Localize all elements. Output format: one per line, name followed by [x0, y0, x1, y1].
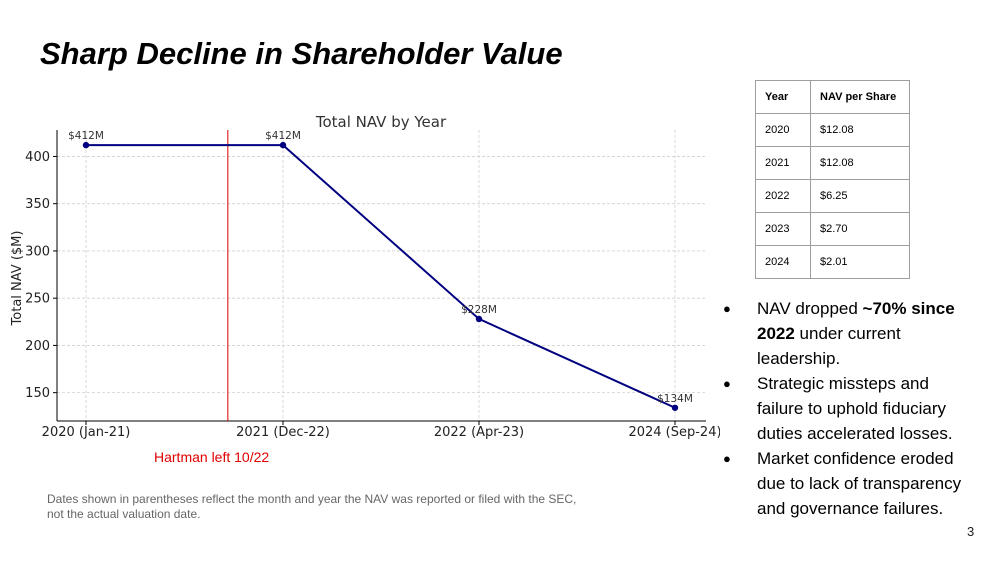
data-label: $412M: [68, 130, 104, 142]
x-tick-label: 2024 (Sep-24): [628, 425, 720, 440]
cell-year: 2024: [756, 246, 811, 279]
nav-series-line: [86, 145, 675, 408]
bullet-missteps: ● Strategic missteps and failure to upho…: [721, 371, 973, 446]
col-header-year: Year: [756, 81, 811, 114]
chart-title: Total NAV by Year: [315, 113, 447, 131]
cell-nav: $12.08: [811, 147, 910, 180]
bullet-nav-drop: ● NAV dropped ~70% since 2022 under curr…: [721, 296, 973, 371]
data-points: $412M $412M $228M $134M: [68, 130, 693, 411]
bullet-text: NAV dropped: [757, 299, 863, 318]
data-point: [672, 405, 678, 411]
cell-year: 2020: [756, 114, 811, 147]
y-tick-label: 150: [25, 386, 50, 401]
data-label: $412M: [265, 130, 301, 142]
y-tick-label: 250: [25, 292, 50, 307]
bullet-confidence: ● Market confidence eroded due to lack o…: [721, 446, 973, 521]
table-row: 2022 $6.25: [756, 180, 910, 213]
cell-nav: $2.70: [811, 213, 910, 246]
table-header-row: Year NAV per Share: [756, 81, 910, 114]
bullet-text: Market confidence eroded due to lack of …: [757, 449, 961, 518]
cell-nav: $6.25: [811, 180, 910, 213]
bullet-text: Strategic missteps and failure to uphold…: [757, 374, 953, 443]
x-tick-label: 2021 (Dec-22): [236, 425, 330, 440]
bullet-dot-icon: ●: [723, 296, 731, 321]
nav-per-share-table: Year NAV per Share 2020 $12.08 2021 $12.…: [755, 80, 910, 279]
data-label: $134M: [657, 393, 693, 405]
x-tick-label: 2022 (Apr-23): [434, 425, 524, 440]
cell-year: 2021: [756, 147, 811, 180]
col-header-nav: NAV per Share: [811, 81, 910, 114]
cell-year: 2022: [756, 180, 811, 213]
data-label: $228M: [461, 304, 497, 316]
cell-nav: $12.08: [811, 114, 910, 147]
y-tick-label: 350: [25, 197, 50, 212]
table-row: 2023 $2.70: [756, 213, 910, 246]
table-row: 2021 $12.08: [756, 147, 910, 180]
y-axis-label: Total NAV ($M): [10, 231, 25, 327]
table-row: 2024 $2.01: [756, 246, 910, 279]
y-tick-label: 300: [25, 244, 50, 259]
y-tick-label: 200: [25, 339, 50, 354]
data-point: [83, 142, 89, 148]
nav-line-chart: 150 200 250 300 350 400 2020 (Jan-21) 2021 (Dec…: [0, 100, 720, 445]
key-points-list: ● NAV dropped ~70% since 2022 under curr…: [721, 296, 973, 521]
slide-title: Sharp Decline in Shareholder Value: [40, 36, 563, 72]
axis-ticks: 150 200 250 300 350 400 2020 (Jan-21) 2021 (Dec…: [25, 150, 720, 440]
hartman-annotation: Hartman left 10/22: [154, 449, 269, 465]
data-point: [280, 142, 286, 148]
data-point: [476, 316, 482, 322]
footnote: Dates shown in parentheses reflect the m…: [47, 492, 587, 522]
bullet-dot-icon: ●: [723, 371, 731, 396]
bullet-dot-icon: ●: [723, 446, 731, 471]
y-tick-label: 400: [25, 150, 50, 165]
page-number: 3: [967, 524, 974, 539]
x-tick-label: 2020 (Jan-21): [42, 425, 131, 440]
cell-year: 2023: [756, 213, 811, 246]
cell-nav: $2.01: [811, 246, 910, 279]
table-row: 2020 $12.08: [756, 114, 910, 147]
